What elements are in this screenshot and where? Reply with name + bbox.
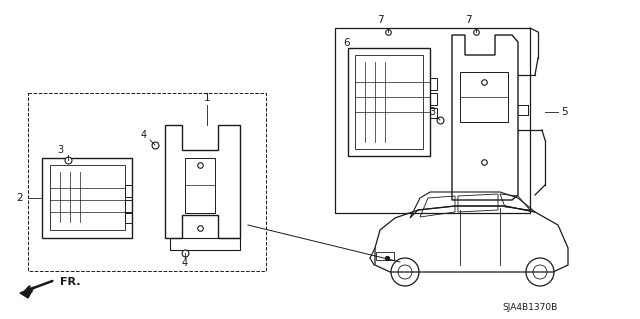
Text: 7: 7 — [465, 15, 471, 25]
Text: 4: 4 — [141, 130, 147, 140]
Text: FR.: FR. — [60, 277, 81, 287]
Text: SJA4B1370B: SJA4B1370B — [502, 303, 557, 313]
Text: 6: 6 — [344, 38, 350, 48]
Text: 7: 7 — [377, 15, 383, 25]
Text: 3: 3 — [429, 107, 435, 117]
Text: 4: 4 — [182, 258, 188, 268]
Text: 2: 2 — [17, 193, 23, 203]
Text: 1: 1 — [204, 93, 211, 103]
Text: 5: 5 — [562, 107, 568, 117]
Polygon shape — [20, 287, 34, 298]
Text: 3: 3 — [57, 145, 63, 155]
